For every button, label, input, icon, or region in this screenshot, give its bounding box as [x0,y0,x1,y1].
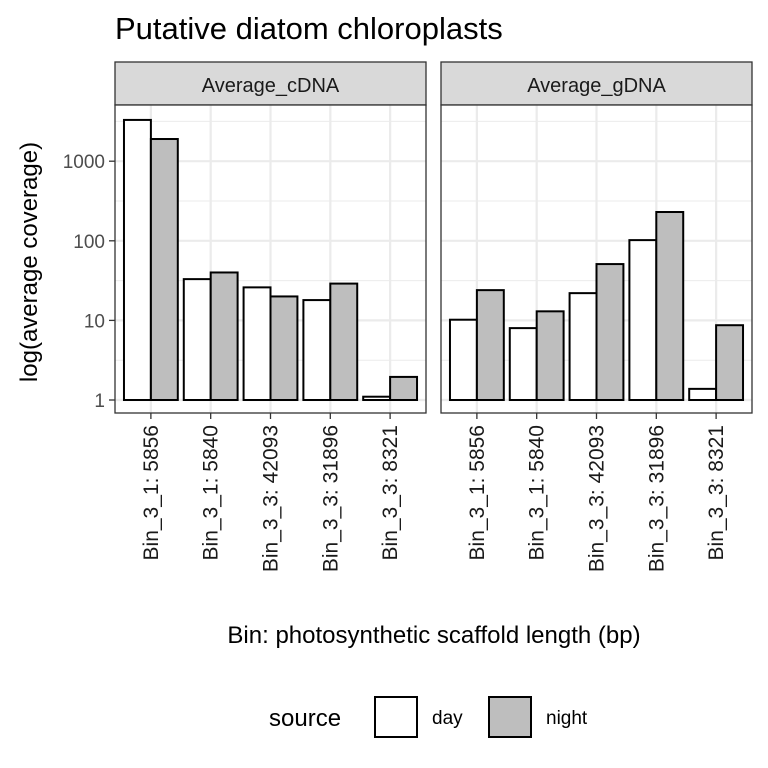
bar-night-2 [269,295,299,402]
bar-day-0 [122,118,152,401]
facet-strip [440,61,753,106]
x-tick-label: Bin_3_3: 42093 [586,425,609,572]
x-tick-label: Bin_3_3: 8321 [705,425,728,560]
x-tick-label: Bin_3_3: 31896 [645,425,668,572]
x-tick-label: Bin_3_3: 31896 [319,425,342,572]
bar-night-0 [149,138,179,402]
bar-day-3 [628,239,658,401]
y-tick-label: 1000 [63,152,105,173]
x-tick-label: Bin_3_1: 5856 [140,425,163,560]
bar-night-3 [329,282,359,401]
legend-title: source [269,705,341,732]
bar-night-1 [535,310,565,401]
bar-day-3 [302,299,332,402]
bar-day-1 [182,278,212,401]
x-tick-label: Bin_3_1: 5840 [200,425,223,560]
bar-night-1 [209,271,239,401]
y-tick-label: 10 [84,311,105,332]
facet-strip-label: Average_cDNA [202,75,340,97]
y-tick-label: 100 [73,232,105,253]
bar-day-1 [508,327,538,402]
legend-label-day: day [432,708,463,729]
legend: source day night [269,696,588,738]
bar-night-0 [475,289,505,402]
bar-day-2 [242,286,272,402]
legend-label-night: night [546,708,588,729]
facet-panel-0: Average_cDNA Bin_3_1: 5856 Bin_3_1: 5840 Bi… [63,61,427,572]
facet-strip-label: Average_gDNA [527,75,666,97]
x-tick-label: Bin_3_1: 5856 [466,425,489,560]
x-tick-label: Bin_3_3: 8321 [379,425,402,560]
bar-night-4 [715,324,745,401]
facet-panels: Average_cDNA Bin_3_1: 5856 Bin_3_1: 5840 Bi… [63,61,753,572]
bar-day-4 [688,387,718,402]
bar-night-4 [389,375,419,401]
y-axis-title: log(average coverage) [16,142,43,382]
bar-day-4 [362,395,392,401]
legend-key-day [374,696,418,738]
chart-title: Putative diatom chloroplasts [115,11,503,46]
bar-night-3 [655,211,685,401]
facet-strip [114,61,427,106]
bar-day-2 [568,292,598,401]
bar-night-2 [595,263,625,402]
bar-day-0 [448,318,478,401]
facet-panel-1: Average_gDNA Bin_3_1: 5856 Bin_3_1: 5840 Bi… [440,61,753,572]
x-axis-title: Bin: photosynthetic scaffold length (bp) [227,622,640,649]
y-tick-label: 1 [94,391,105,412]
x-tick-label: Bin_3_3: 42093 [260,425,283,572]
x-tick-label: Bin_3_1: 5840 [526,425,549,560]
legend-key-night [488,696,532,738]
